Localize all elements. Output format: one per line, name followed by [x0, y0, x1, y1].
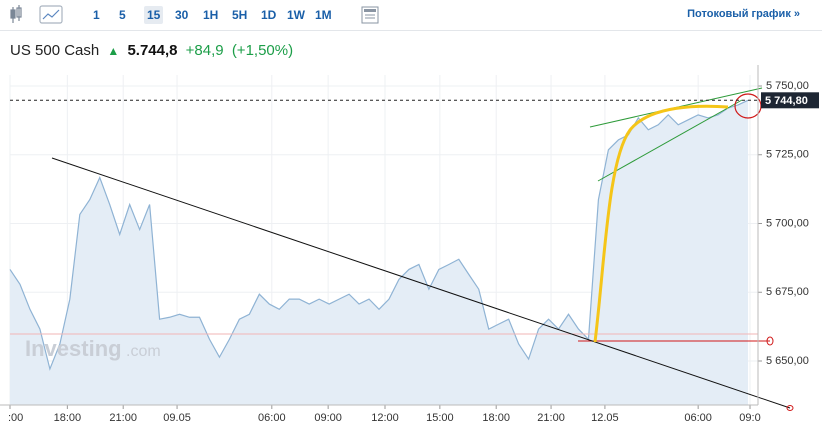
x-tick-label: 12.05: [591, 412, 619, 424]
area-fill: [10, 100, 749, 406]
x-tick-label: 09:00: [314, 412, 342, 424]
user-drawings: [10, 87, 794, 411]
last-price-box: [761, 92, 819, 109]
last-price-label: 5 744,80: [765, 95, 808, 107]
interval-button[interactable]: 1D: [261, 8, 277, 22]
up-arrow: ▲: [107, 44, 120, 58]
x-tick-label: 21:00: [537, 412, 565, 424]
x-tick-label: 12:00: [371, 412, 399, 424]
toolbar: 1 5 15 30 1H 5H 1D 1W 1M Потоковый график »: [0, 0, 822, 31]
interval-button[interactable]: 1H: [203, 8, 219, 22]
interval-button[interactable]: 1: [93, 8, 100, 22]
y-tick-label: 5 725,00: [766, 149, 809, 161]
x-tick-label: 18:00: [482, 412, 510, 424]
interval-button[interactable]: 30: [175, 8, 189, 22]
interval-button[interactable]: 5H: [232, 8, 248, 22]
y-tick-label: 5 700,00: [766, 217, 809, 229]
drawing-handle: [766, 336, 774, 346]
watermark-suffix: .com: [126, 343, 161, 360]
y-tick-label: 5 675,00: [766, 286, 809, 298]
interval-button[interactable]: 15: [144, 6, 164, 24]
stream-link[interactable]: Потоковый график »: [687, 8, 800, 20]
change-pct: (+1,50%): [231, 42, 294, 59]
x-tick-label: :00: [8, 412, 23, 424]
trend-line: [51, 157, 791, 409]
x-tick-label: 09:0: [739, 412, 760, 424]
x-tick-label: 15:00: [426, 412, 454, 424]
x-tick-label: 06:00: [258, 412, 286, 424]
y-tick-label: 5 650,00: [766, 355, 809, 367]
x-tick-label: 21:00: [109, 412, 137, 424]
drawing-handle: [786, 405, 794, 411]
watermark-brand: Investing: [25, 336, 122, 361]
quote: US 500 Cash ▲ 5.744,8 +84,9 (+1,50%): [10, 42, 297, 59]
x-tick-label: 18:00: [54, 412, 82, 424]
instrument-name: US 500 Cash: [10, 42, 100, 59]
curve-drawing: [593, 104, 729, 343]
y-tick-label: 5 750,00: [766, 80, 809, 92]
x-tick-label: 09.05: [163, 412, 191, 424]
interval-button[interactable]: 5: [119, 8, 126, 22]
change: +84,9: [185, 42, 224, 59]
wedge-lower: [597, 99, 743, 182]
price: 5.744,8: [127, 42, 178, 59]
settings-icon[interactable]: [360, 5, 380, 25]
interval-button[interactable]: 1M: [315, 8, 332, 22]
x-tick-label: 06:00: [684, 412, 712, 424]
interval-button[interactable]: 1W: [287, 8, 305, 22]
chart-type-icons[interactable]: [8, 0, 68, 30]
